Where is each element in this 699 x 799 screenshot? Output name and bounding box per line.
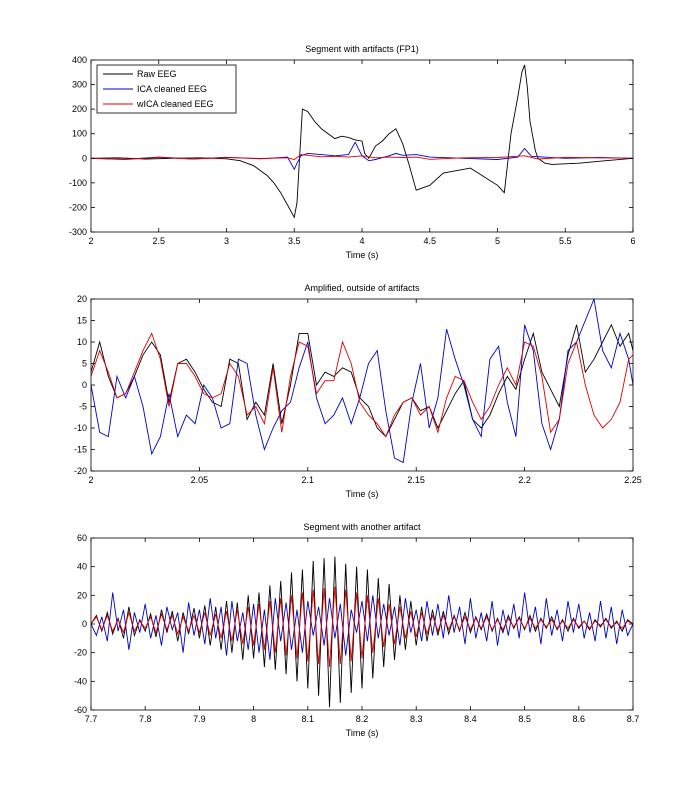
x-tick-label: 8.1 — [302, 714, 315, 724]
series-group — [91, 64, 633, 219]
series-line-raw — [91, 64, 633, 219]
x-tick-label: 8.4 — [464, 714, 477, 724]
x-tick-label: 2.15 — [407, 475, 425, 485]
x-axis-label: Time (s) — [346, 728, 379, 738]
x-tick-label: 8.2 — [356, 714, 369, 724]
series-line-raw — [91, 323, 633, 438]
y-tick-label: -10 — [74, 423, 87, 433]
x-tick-label: 8.6 — [573, 714, 586, 724]
y-tick-label: 100 — [72, 129, 87, 139]
x-tick-label: 2.05 — [191, 475, 209, 485]
y-tick-label: -40 — [74, 676, 87, 686]
y-tick-label: 10 — [77, 337, 87, 347]
series-group — [91, 299, 633, 464]
chart-title: Segment with artifacts (FP1) — [305, 44, 419, 54]
chart-title: Segment with another artifact — [303, 522, 421, 532]
x-tick-label: 2 — [88, 236, 93, 246]
x-tick-label: 6 — [630, 236, 635, 246]
series-group — [91, 556, 633, 708]
x-tick-label: 8.5 — [518, 714, 531, 724]
series-line-wica — [91, 154, 633, 160]
x-tick-label: 8.7 — [627, 714, 640, 724]
legend-label-ica: ICA cleaned EEG — [137, 84, 207, 94]
y-tick-label: 20 — [77, 294, 87, 304]
x-tick-label: 4 — [359, 236, 364, 246]
series-line-wica — [91, 332, 633, 438]
series-line-raw — [91, 556, 633, 708]
x-tick-label: 3 — [224, 236, 229, 246]
y-tick-label: -20 — [74, 648, 87, 658]
y-tick-label: 0 — [82, 380, 87, 390]
x-tick-label: 7.7 — [85, 714, 98, 724]
y-tick-label: -100 — [69, 178, 87, 188]
x-tick-label: 3.5 — [288, 236, 301, 246]
series-line-ica — [91, 592, 633, 660]
y-tick-label: 15 — [77, 316, 87, 326]
y-tick-label: 200 — [72, 104, 87, 114]
y-tick-label: 300 — [72, 80, 87, 90]
subplot-1: 2 2.5 3 3.5 4 4.5 5 5.5 6 -300 -200 -100 0 100 200 300 4… — [69, 44, 636, 260]
y-tick-label: 5 — [82, 359, 87, 369]
subplot-2: 2 2.05 2.1 2.15 2.2 2.25 -20 -15 -10 -5 0 5 10 15 20 Am… — [74, 283, 642, 499]
y-tick-label: -200 — [69, 202, 87, 212]
x-tick-label: 8 — [251, 714, 256, 724]
x-tick-label: 2 — [88, 475, 93, 485]
series-line-ica — [91, 299, 633, 464]
y-tick-label: 40 — [77, 562, 87, 572]
x-tick-label: 5.5 — [559, 236, 572, 246]
x-tick-label: 2.25 — [624, 475, 642, 485]
x-tick-label: 5 — [495, 236, 500, 246]
legend-label-wica: wICA cleaned EEG — [136, 99, 214, 109]
x-tick-label: 4.5 — [423, 236, 436, 246]
y-tick-label: 20 — [77, 590, 87, 600]
subplot-3: 7.7 7.8 7.9 8 8.1 8.2 8.3 8.4 8.5 8.6 8.7 -60 -40 -20… — [74, 522, 639, 738]
legend: Raw EEG ICA cleaned EEG wICA cleaned EEG — [96, 64, 237, 114]
x-tick-label: 2.2 — [518, 475, 531, 485]
y-tick-label: -300 — [69, 227, 87, 237]
y-tick-label: -20 — [74, 466, 87, 476]
y-tick-label: -60 — [74, 705, 87, 715]
x-axis-label: Time (s) — [346, 250, 379, 260]
x-axis-label: Time (s) — [346, 489, 379, 499]
series-line-wica — [91, 586, 633, 668]
legend-label-raw: Raw EEG — [137, 69, 177, 79]
x-tick-label: 7.8 — [139, 714, 152, 724]
x-tick-label: 2.1 — [302, 475, 315, 485]
chart-title: Amplified, outside of artifacts — [304, 283, 420, 293]
y-tick-label: 0 — [82, 619, 87, 629]
y-tick-label: 400 — [72, 55, 87, 65]
x-tick-label: 7.9 — [193, 714, 206, 724]
y-tick-label: -15 — [74, 445, 87, 455]
y-tick-label: 60 — [77, 533, 87, 543]
x-tick-label: 8.3 — [410, 714, 423, 724]
y-tick-label: 0 — [82, 153, 87, 163]
y-tick-label: -5 — [79, 402, 87, 412]
x-tick-label: 2.5 — [152, 236, 165, 246]
